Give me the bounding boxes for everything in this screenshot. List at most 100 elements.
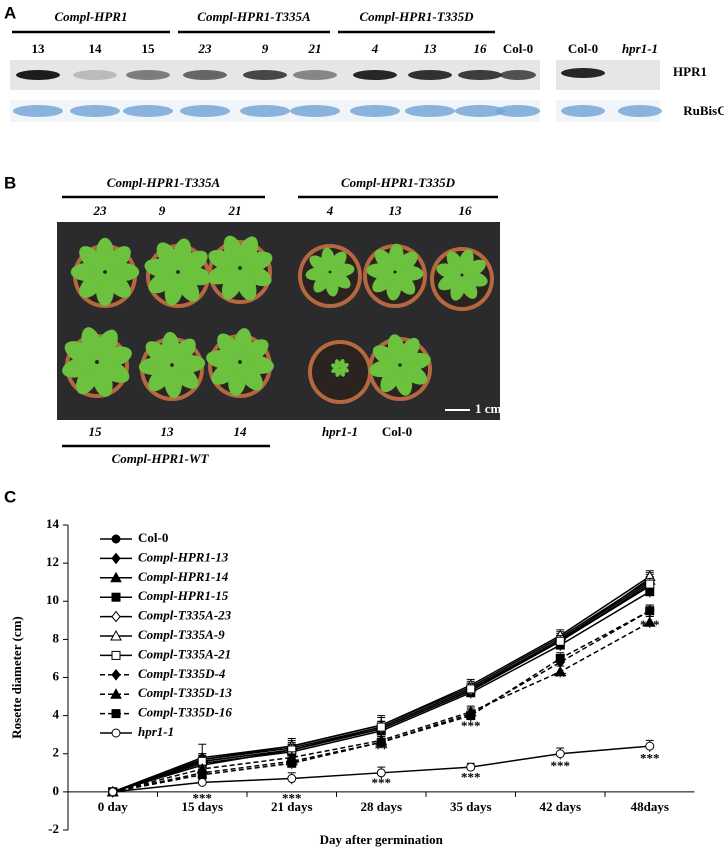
band xyxy=(293,70,337,80)
data-point xyxy=(197,777,207,787)
x-axis-label: Day after germination xyxy=(320,832,444,847)
lane-label: 13 xyxy=(32,41,46,56)
data-point xyxy=(466,684,476,694)
data-point xyxy=(555,749,565,759)
band xyxy=(353,70,397,80)
rubisco-band xyxy=(123,105,173,117)
lane-label: 21 xyxy=(228,203,242,218)
legend-label: Compl-T335D-13 xyxy=(138,685,232,700)
lane-label: 14 xyxy=(234,424,248,439)
lane-label: 23 xyxy=(93,203,108,218)
significance: *** xyxy=(461,718,481,733)
leaf xyxy=(171,338,196,365)
leaf xyxy=(79,246,106,273)
y-tick-label: 0 xyxy=(53,783,60,798)
legend-marker xyxy=(110,629,122,641)
x-tick-label: 48days xyxy=(631,799,669,814)
leaf xyxy=(79,271,106,298)
x-tick-label: 21 days xyxy=(271,799,313,814)
y-tick-label: 4 xyxy=(53,707,60,722)
y-tick-label: 6 xyxy=(53,668,60,683)
lane-label: hpr1-1 xyxy=(622,41,658,56)
lane-label: 15 xyxy=(89,424,103,439)
significance: *** xyxy=(193,790,213,805)
legend-label: Compl-T335A-9 xyxy=(138,627,225,642)
y-tick-label: 12 xyxy=(46,554,59,569)
rubisco-band xyxy=(618,105,662,117)
lane-label: 13 xyxy=(161,424,175,439)
lane-label: 15 xyxy=(142,41,156,56)
leaf xyxy=(335,368,342,377)
legend-label: hpr1-1 xyxy=(138,724,174,739)
leaf xyxy=(238,362,263,391)
group-label: Compl-HPR1-T335D xyxy=(341,175,456,190)
y-axis-label: Rosette diameter (cm) xyxy=(9,616,24,738)
lane-label: 9 xyxy=(159,203,166,218)
x-tick-label: 42 days xyxy=(539,799,581,814)
lane-label: 23 xyxy=(198,41,213,56)
band xyxy=(500,70,536,80)
legend-label: Col-0 xyxy=(138,530,168,545)
y-tick-label: 10 xyxy=(46,592,59,607)
significance: ** xyxy=(375,741,388,756)
rubisco-band xyxy=(405,105,455,117)
lane-label: 9 xyxy=(262,41,269,56)
legend-marker xyxy=(111,650,121,660)
band-label: RuBisCO xyxy=(683,103,724,118)
leaf xyxy=(330,271,351,289)
leaf xyxy=(446,251,464,275)
significance: ** xyxy=(285,758,298,773)
y-tick-label: 2 xyxy=(53,745,60,760)
lane-label: Col-0 xyxy=(382,424,412,439)
panel-label: B xyxy=(4,173,16,192)
legend-label: Compl-T335D-16 xyxy=(138,705,232,720)
legend-label: Compl-HPR1-14 xyxy=(138,569,229,584)
data-point xyxy=(554,665,567,677)
lane-label: 4 xyxy=(326,203,334,218)
data-point xyxy=(287,774,297,784)
leaf xyxy=(236,269,257,301)
leaf xyxy=(94,329,118,362)
leaf xyxy=(173,355,206,373)
rubisco-band xyxy=(455,105,505,117)
leaf xyxy=(329,251,347,272)
leaf xyxy=(313,272,331,293)
legend-label: Compl-T335A-23 xyxy=(138,608,232,623)
significance: *** xyxy=(282,790,302,805)
group-label: Compl-HPR1-WT xyxy=(112,451,210,466)
significance: ** xyxy=(554,668,567,683)
data-point xyxy=(645,741,655,751)
significance: *** xyxy=(461,770,481,785)
data-point xyxy=(643,616,656,627)
group-label: Compl-HPR1-T335A xyxy=(107,175,221,190)
significance: *** xyxy=(640,617,660,632)
data-point xyxy=(645,606,655,616)
data-point xyxy=(287,758,297,768)
legend-marker xyxy=(111,534,121,544)
data-point xyxy=(197,770,207,780)
band xyxy=(183,70,227,80)
lane-label: Col-0 xyxy=(568,41,598,56)
y-tick-label: 14 xyxy=(46,516,60,531)
data-point xyxy=(466,762,476,772)
leaf xyxy=(104,271,131,298)
data-point xyxy=(108,787,118,797)
x-tick-label: 15 days xyxy=(181,799,223,814)
rubisco-band xyxy=(180,105,230,117)
data-point xyxy=(645,579,655,589)
legend-label: Compl-HPR1-15 xyxy=(138,588,229,603)
legend-label: Compl-T335A-21 xyxy=(138,646,231,661)
lane-label: Col-0 xyxy=(503,41,533,56)
lane-label: 4 xyxy=(371,41,379,56)
significance: *** xyxy=(640,750,660,765)
lane-label: 14 xyxy=(89,41,103,56)
legend-label: Compl-T335D-4 xyxy=(138,666,226,681)
legend-marker xyxy=(111,552,121,565)
band xyxy=(73,70,117,80)
panel-label: C xyxy=(4,487,16,506)
legend-marker xyxy=(111,592,121,602)
leaf xyxy=(148,365,173,392)
leaf xyxy=(369,359,399,378)
lane-label: 13 xyxy=(424,41,438,56)
